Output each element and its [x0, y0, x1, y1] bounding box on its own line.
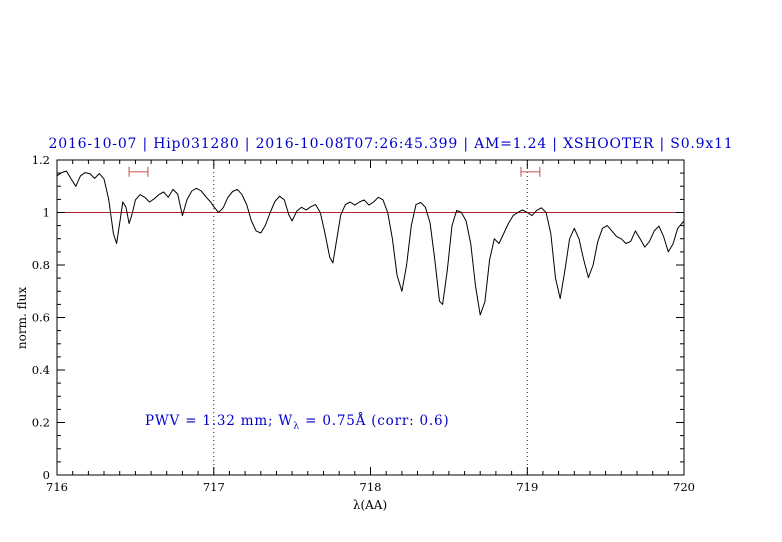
- pwv-annotation-suffix: = 0.75Å (corr: 0.6): [300, 413, 450, 429]
- svg-text:1: 1: [43, 206, 50, 220]
- svg-text:718: 718: [360, 480, 382, 494]
- x-axis-label: λ(AA): [352, 498, 388, 512]
- svg-text:0: 0: [43, 468, 50, 482]
- svg-text:0.6: 0.6: [32, 311, 50, 325]
- spectrum-line: [56, 170, 685, 316]
- svg-text:717: 717: [203, 480, 225, 494]
- pwv-annotation-subscript: λ: [293, 420, 301, 432]
- svg-text:0.4: 0.4: [32, 363, 50, 377]
- svg-text:0.8: 0.8: [32, 258, 50, 272]
- svg-text:1.2: 1.2: [32, 153, 50, 167]
- svg-text:719: 719: [516, 480, 538, 494]
- svg-text:720: 720: [673, 480, 695, 494]
- plot-title: 2016-10-07 | Hip031280 | 2016-10-08T07:2…: [48, 136, 734, 152]
- pwv-annotation-prefix: PWV = 1.32 mm; W: [145, 413, 294, 429]
- axis-ticks: [56, 159, 685, 476]
- tick-labels: 716 717 718 719 720 0 0.2 0.4 0.6 0.8 1 1.2: [32, 153, 695, 494]
- svg-text:716: 716: [46, 480, 68, 494]
- wavelength-range-marker: [520, 166, 541, 177]
- pwv-annotation: PWV = 1.32 mm; Wλ = 0.75Å (corr: 0.6): [145, 413, 449, 432]
- svg-text:0.2: 0.2: [32, 416, 50, 430]
- wavelength-range-marker: [128, 166, 149, 177]
